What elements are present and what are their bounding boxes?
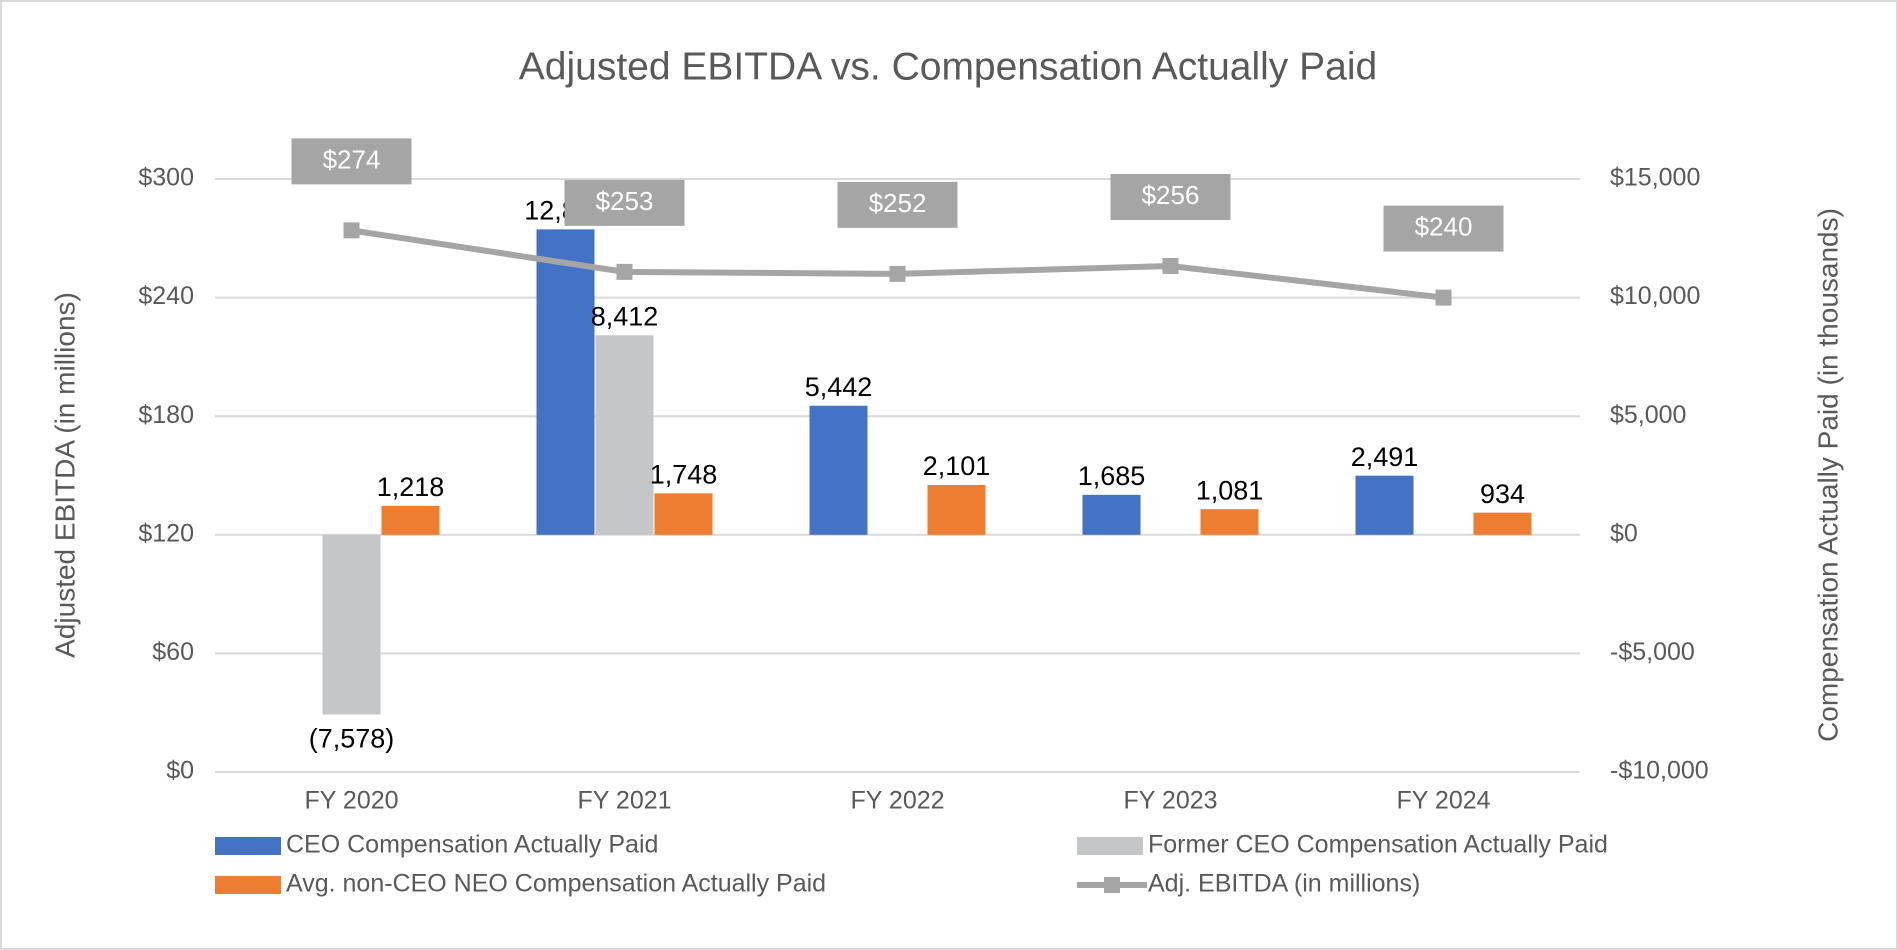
data-label: (7,578) [309, 724, 395, 754]
bar [381, 505, 440, 535]
bar [595, 335, 654, 535]
x-tick-label: FY 2022 [850, 787, 944, 815]
data-label: 934 [1480, 479, 1525, 509]
y2-axis-title: Compensation Actually Paid (in thousands… [1812, 208, 1843, 742]
data-label: 1,685 [1078, 461, 1146, 491]
y-tick-label: $300 [138, 164, 194, 192]
line-marker [1162, 257, 1179, 274]
line-marker [616, 263, 633, 280]
bar [322, 534, 381, 715]
x-tick-label: FY 2023 [1123, 787, 1217, 815]
bar [1473, 512, 1532, 535]
legend-swatch [215, 837, 281, 855]
bar [809, 405, 868, 535]
data-label: 2,491 [1351, 442, 1419, 472]
data-label: $253 [596, 186, 654, 216]
y2-tick-label: $0 [1610, 519, 1638, 547]
data-label: 1,081 [1196, 475, 1264, 505]
legend-swatch [1104, 877, 1120, 893]
label-box [837, 181, 958, 228]
label-box [1383, 205, 1504, 252]
x-tick-label: FY 2021 [577, 787, 671, 815]
bar [654, 493, 713, 535]
bar [1082, 494, 1141, 535]
x-tick-label: FY 2024 [1396, 787, 1490, 815]
y-axis-title: Adjusted EBITDA (in millions) [49, 292, 80, 658]
y2-tick-label: $5,000 [1610, 401, 1686, 429]
y2-tick-label: -$10,000 [1610, 757, 1709, 785]
bar [536, 229, 595, 535]
data-label: 2,101 [923, 451, 991, 481]
bar [1355, 475, 1414, 535]
legend-label: Avg. non-CEO NEO Compensation Actually P… [286, 870, 826, 898]
line-marker [889, 265, 906, 282]
data-label: $240 [1415, 211, 1473, 241]
label-box [564, 179, 685, 226]
legend-swatch [1077, 837, 1143, 855]
y2-tick-label: -$5,000 [1610, 638, 1695, 666]
x-tick-label: FY 2020 [304, 787, 398, 815]
legend-label: CEO Compensation Actually Paid [286, 831, 658, 859]
data-label: $256 [1142, 180, 1200, 210]
y-tick-label: $240 [138, 282, 194, 310]
bar [927, 484, 986, 535]
data-label: 1,218 [377, 472, 445, 502]
y-tick-label: $120 [138, 519, 194, 547]
legend-label: Former CEO Compensation Actually Paid [1148, 831, 1608, 859]
data-label: 5,442 [805, 372, 873, 402]
chart-title: Adjusted EBITDA vs. Compensation Actuall… [519, 45, 1377, 88]
data-label: 8,412 [591, 301, 659, 331]
y2-tick-label: $15,000 [1610, 164, 1700, 192]
y-tick-label: $0 [166, 757, 194, 785]
legend-label: Adj. EBITDA (in millions) [1148, 870, 1420, 898]
data-label: 1,748 [650, 459, 718, 489]
y-tick-label: $180 [138, 401, 194, 429]
data-label: $252 [869, 188, 927, 218]
legend-swatch [215, 876, 281, 894]
line-marker [343, 222, 360, 239]
label-box [291, 138, 412, 185]
bar [1200, 509, 1259, 535]
y-tick-label: $60 [152, 638, 194, 666]
label-box [1110, 173, 1231, 220]
line-marker [1435, 289, 1452, 306]
y2-tick-label: $10,000 [1610, 282, 1700, 310]
data-label: $274 [323, 144, 381, 174]
